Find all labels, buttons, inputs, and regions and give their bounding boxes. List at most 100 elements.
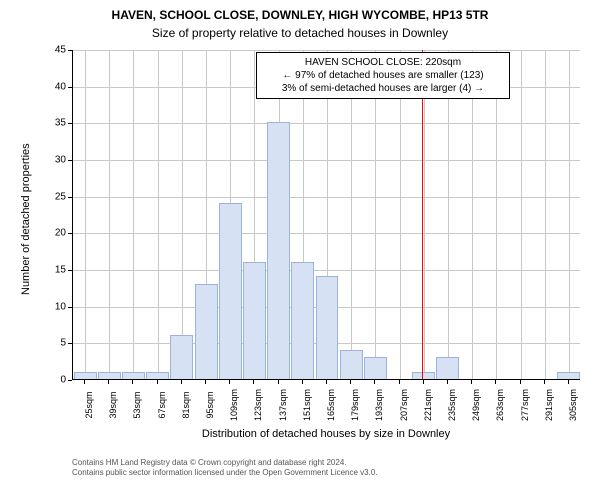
histogram-bar xyxy=(557,372,580,379)
y-tick-label: 35 xyxy=(44,118,66,129)
histogram-bar xyxy=(195,284,218,379)
y-tick-label: 25 xyxy=(44,191,66,202)
x-tick-label: 193sqm xyxy=(374,387,384,423)
y-tick-mark xyxy=(68,270,72,271)
histogram-bar xyxy=(219,203,242,379)
histogram-bar xyxy=(243,262,266,379)
grid-line-v xyxy=(569,50,570,379)
histogram-bar xyxy=(364,357,387,379)
footer-attribution: Contains HM Land Registry data © Crown c… xyxy=(72,458,378,479)
plot-area xyxy=(72,50,580,380)
histogram-bar xyxy=(291,262,314,379)
grid-line-v xyxy=(472,50,473,379)
footer-line1: Contains HM Land Registry data © Crown c… xyxy=(72,458,378,468)
histogram-bar xyxy=(98,372,121,379)
x-axis-label: Distribution of detached houses by size … xyxy=(72,428,580,440)
annotation-line1: HAVEN SCHOOL CLOSE: 220sqm xyxy=(263,56,503,69)
y-tick-label: 5 xyxy=(44,338,66,349)
x-tick-mark xyxy=(132,380,133,384)
histogram-bar xyxy=(170,335,193,379)
x-tick-label: 291sqm xyxy=(544,387,554,423)
x-tick-label: 165sqm xyxy=(326,387,336,423)
grid-line-v xyxy=(109,50,110,379)
y-axis-label: Number of detached properties xyxy=(20,143,32,295)
y-tick-mark xyxy=(68,307,72,308)
y-tick-mark xyxy=(68,343,72,344)
chart-title-line1: HAVEN, SCHOOL CLOSE, DOWNLEY, HIGH WYCOM… xyxy=(0,8,600,22)
x-tick-label: 277sqm xyxy=(520,387,530,423)
grid-line-v xyxy=(375,50,376,379)
x-tick-label: 235sqm xyxy=(447,387,457,423)
grid-line-v xyxy=(158,50,159,379)
annotation-line2: ← 97% of detached houses are smaller (12… xyxy=(263,69,503,82)
histogram-bar xyxy=(122,372,145,379)
footer-line2: Contains public sector information licen… xyxy=(72,468,378,478)
y-tick-label: 10 xyxy=(44,301,66,312)
annotation-box: HAVEN SCHOOL CLOSE: 220sqm ← 97% of deta… xyxy=(256,52,510,99)
y-tick-mark xyxy=(68,87,72,88)
histogram-chart: HAVEN, SCHOOL CLOSE, DOWNLEY, HIGH WYCOM… xyxy=(0,0,600,500)
y-tick-label: 30 xyxy=(44,155,66,166)
histogram-bar xyxy=(316,276,339,379)
grid-line-v xyxy=(448,50,449,379)
grid-line-v xyxy=(85,50,86,379)
x-tick-label: 67sqm xyxy=(157,387,167,423)
y-tick-label: 20 xyxy=(44,228,66,239)
x-tick-mark xyxy=(568,380,569,384)
x-tick-label: 263sqm xyxy=(495,387,505,423)
x-tick-mark xyxy=(544,380,545,384)
y-tick-mark xyxy=(68,233,72,234)
x-tick-mark xyxy=(326,380,327,384)
x-tick-mark xyxy=(471,380,472,384)
grid-line-v xyxy=(496,50,497,379)
x-tick-mark xyxy=(157,380,158,384)
x-tick-mark xyxy=(205,380,206,384)
x-tick-mark xyxy=(447,380,448,384)
histogram-bar xyxy=(267,122,290,379)
y-tick-mark xyxy=(68,123,72,124)
x-tick-mark xyxy=(229,380,230,384)
y-tick-mark xyxy=(68,50,72,51)
x-tick-label: 25sqm xyxy=(84,387,94,423)
histogram-bar xyxy=(146,372,169,379)
y-tick-mark xyxy=(68,380,72,381)
y-tick-label: 45 xyxy=(44,45,66,56)
grid-line-v xyxy=(521,50,522,379)
x-tick-label: 137sqm xyxy=(278,387,288,423)
grid-line-v xyxy=(182,50,183,379)
annotation-line3: 3% of semi-detached houses are larger (4… xyxy=(263,82,503,95)
x-tick-mark xyxy=(181,380,182,384)
chart-title-line2: Size of property relative to detached ho… xyxy=(0,26,600,40)
x-tick-mark xyxy=(108,380,109,384)
x-tick-mark xyxy=(374,380,375,384)
x-tick-mark xyxy=(520,380,521,384)
x-tick-label: 207sqm xyxy=(399,387,409,423)
histogram-bar xyxy=(74,372,97,379)
histogram-bar xyxy=(436,357,459,379)
x-tick-mark xyxy=(423,380,424,384)
grid-line-v xyxy=(400,50,401,379)
x-tick-mark xyxy=(350,380,351,384)
y-tick-label: 15 xyxy=(44,265,66,276)
histogram-bar xyxy=(412,372,435,379)
grid-line-v xyxy=(424,50,425,379)
marker-line xyxy=(422,50,423,379)
x-tick-label: 179sqm xyxy=(350,387,360,423)
x-tick-label: 95sqm xyxy=(205,387,215,423)
x-tick-label: 221sqm xyxy=(423,387,433,423)
x-tick-label: 123sqm xyxy=(253,387,263,423)
y-tick-mark xyxy=(68,160,72,161)
grid-line-v xyxy=(351,50,352,379)
x-tick-mark xyxy=(278,380,279,384)
x-tick-label: 249sqm xyxy=(471,387,481,423)
x-tick-label: 39sqm xyxy=(108,387,118,423)
x-tick-mark xyxy=(399,380,400,384)
y-tick-mark xyxy=(68,197,72,198)
x-tick-label: 81sqm xyxy=(181,387,191,423)
y-tick-label: 40 xyxy=(44,81,66,92)
x-tick-label: 151sqm xyxy=(302,387,312,423)
x-tick-mark xyxy=(253,380,254,384)
grid-line-v xyxy=(133,50,134,379)
x-tick-mark xyxy=(495,380,496,384)
x-tick-mark xyxy=(302,380,303,384)
